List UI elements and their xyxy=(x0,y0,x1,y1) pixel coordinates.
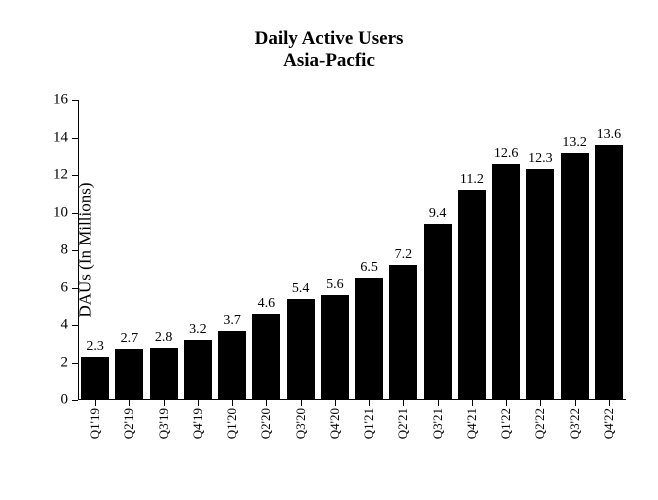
chart-title-line1: Daily Active Users xyxy=(0,28,658,50)
bar-rect xyxy=(81,357,109,400)
bar-rect xyxy=(287,299,315,400)
y-tick xyxy=(72,250,78,251)
bar-value-label: 9.4 xyxy=(429,206,447,222)
bar: 13.6 xyxy=(595,145,623,400)
x-tick-label: Q1'20 xyxy=(224,408,240,439)
x-tick-label: Q4'21 xyxy=(464,408,480,439)
x-tick-label: Q1'19 xyxy=(87,408,103,439)
bar-value-label: 11.2 xyxy=(460,172,484,188)
x-tick-label: Q3'22 xyxy=(567,408,583,439)
bar-rect xyxy=(424,224,452,400)
bar: 2.8 xyxy=(150,348,178,401)
x-tick-label: Q3'19 xyxy=(156,408,172,439)
y-tick xyxy=(72,213,78,214)
bar-value-label: 3.7 xyxy=(223,313,241,329)
bar: 3.2 xyxy=(184,340,212,400)
bar-rect xyxy=(458,190,486,400)
bars-group: 2.32.72.83.23.74.65.45.66.57.29.411.212.… xyxy=(78,100,626,400)
x-tick-label: Q3'21 xyxy=(430,408,446,439)
bar: 3.7 xyxy=(218,331,246,400)
x-tick-label: Q3'20 xyxy=(293,408,309,439)
y-tick-label: 4 xyxy=(61,317,69,334)
bar-value-label: 5.4 xyxy=(292,281,310,297)
chart-title-line2: Asia-Pacfic xyxy=(0,50,658,72)
bar-value-label: 12.3 xyxy=(528,151,553,167)
bar-rect xyxy=(218,331,246,400)
y-tick xyxy=(72,288,78,289)
bar-rect xyxy=(150,348,178,401)
bar: 2.7 xyxy=(115,349,143,400)
bar-rect xyxy=(252,314,280,400)
y-tick xyxy=(72,138,78,139)
y-tick-label: 6 xyxy=(61,279,69,296)
bar-value-label: 3.2 xyxy=(189,322,207,338)
bar-value-label: 13.2 xyxy=(562,135,587,151)
bar: 2.3 xyxy=(81,357,109,400)
bar-value-label: 13.6 xyxy=(597,127,622,143)
y-tick-label: 12 xyxy=(53,167,68,184)
bar: 9.4 xyxy=(424,224,452,400)
x-tick-label: Q4'22 xyxy=(601,408,617,439)
bar-value-label: 6.5 xyxy=(360,260,378,276)
bar-rect xyxy=(595,145,623,400)
bar: 12.3 xyxy=(526,169,554,400)
bar-value-label: 2.8 xyxy=(155,330,173,346)
x-tick-label: Q2'22 xyxy=(532,408,548,439)
x-tick-label: Q4'19 xyxy=(190,408,206,439)
y-tick-label: 8 xyxy=(61,242,69,259)
x-tick-label: Q1'21 xyxy=(361,408,377,439)
bar-value-label: 5.6 xyxy=(326,277,344,293)
bar: 5.6 xyxy=(321,295,349,400)
bar-value-label: 7.2 xyxy=(395,247,413,263)
y-tick xyxy=(72,325,78,326)
bar: 6.5 xyxy=(355,278,383,400)
y-tick-label: 2 xyxy=(61,354,69,371)
y-tick-label: 0 xyxy=(61,392,69,409)
bar: 12.6 xyxy=(492,164,520,400)
y-tick xyxy=(72,363,78,364)
bar-value-label: 4.6 xyxy=(258,296,276,312)
bar-rect xyxy=(561,153,589,401)
bar-value-label: 2.7 xyxy=(121,331,139,347)
bar-rect xyxy=(115,349,143,400)
y-tick xyxy=(72,175,78,176)
bar-rect xyxy=(389,265,417,400)
chart-title: Daily Active Users Asia-Pacfic xyxy=(0,28,658,72)
bar: 5.4 xyxy=(287,299,315,400)
bar-rect xyxy=(355,278,383,400)
bar: 7.2 xyxy=(389,265,417,400)
bar-rect xyxy=(184,340,212,400)
y-tick-label: 14 xyxy=(53,129,68,146)
x-tick-label: Q1'22 xyxy=(498,408,514,439)
x-tick-label: Q2'19 xyxy=(121,408,137,439)
x-labels-group: Q1'19 Q2'19 Q3'19 Q4'19 Q1'20 Q2'20 Q3'20 Q4'20… xyxy=(78,400,626,470)
y-tick-label: 16 xyxy=(53,92,68,109)
bar: 13.2 xyxy=(561,153,589,401)
bar-rect xyxy=(492,164,520,400)
x-tick-label: Q2'21 xyxy=(395,408,411,439)
bar: 4.6 xyxy=(252,314,280,400)
plot-area: 2.32.72.83.23.74.65.45.66.57.29.411.212.… xyxy=(78,100,626,400)
bar-rect xyxy=(526,169,554,400)
bar: 11.2 xyxy=(458,190,486,400)
bar-value-label: 12.6 xyxy=(494,146,519,162)
x-tick-label: Q4'20 xyxy=(327,408,343,439)
x-tick-label: Q2'20 xyxy=(258,408,274,439)
bar-value-label: 2.3 xyxy=(86,339,104,355)
dau-bar-chart: Daily Active Users Asia-Pacfic DAUs (In … xyxy=(0,0,658,500)
y-tick-label: 10 xyxy=(53,204,68,221)
y-tick xyxy=(72,100,78,101)
bar-rect xyxy=(321,295,349,400)
